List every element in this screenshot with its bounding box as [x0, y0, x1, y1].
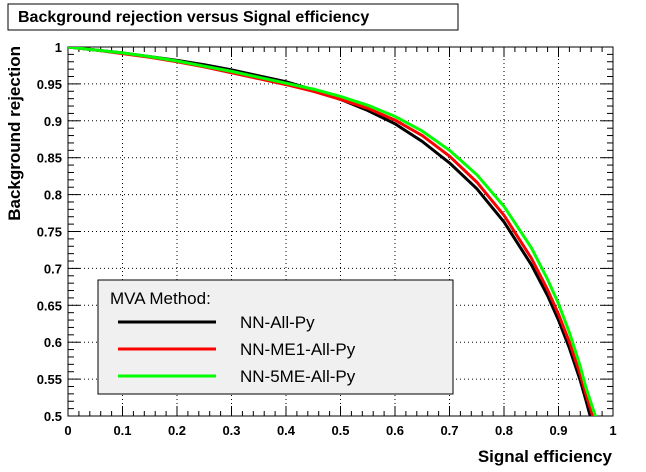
y-tick-label: 0.7 [44, 261, 62, 276]
y-tick-label: 0.75 [37, 225, 62, 240]
y-tick-label: 0.85 [37, 151, 62, 166]
legend-label: NN-5ME-All-Py [240, 367, 356, 386]
y-tick-label: 0.65 [37, 298, 62, 313]
y-axis-title: Background rejection [5, 46, 24, 221]
legend-label: NN-All-Py [240, 313, 315, 332]
y-tick-label: 1 [55, 40, 62, 55]
x-tick-label: 0.1 [113, 423, 131, 438]
x-tick-label: 0.6 [386, 423, 404, 438]
x-tick-label: 0.2 [168, 423, 186, 438]
x-tick-label: 0.9 [549, 423, 567, 438]
y-tick-label: 0.6 [44, 335, 62, 350]
tick-layer [67, 46, 614, 417]
x-tick-label: 0.5 [331, 423, 349, 438]
chart-title-box: Background rejection versus Signal effic… [7, 3, 459, 31]
x-tick-label: 1 [609, 423, 616, 438]
y-tick-label: 0.55 [37, 372, 62, 387]
x-tick-label: 0.8 [495, 423, 513, 438]
x-tick-label: 0 [64, 423, 71, 438]
series-layer [68, 47, 597, 416]
x-tick-label: 0.7 [440, 423, 458, 438]
y-tick-label: 0.5 [44, 409, 62, 424]
y-tick-label: 0.95 [37, 77, 62, 92]
x-tick-label: 0.3 [222, 423, 240, 438]
legend-label: NN-ME1-All-Py [240, 340, 356, 359]
x-tick-label: 0.4 [277, 423, 296, 438]
x-tick-labels: 0 0.1 0.2 0.3 0.4 0.5 0.6 0.7 0.8 0.9 1 [64, 423, 616, 438]
legend-title: MVA Method: [110, 289, 211, 308]
y-tick-label: 0.8 [44, 188, 62, 203]
y-tick-labels: 0.5 0.55 0.6 0.65 0.7 0.75 0.8 0.85 0.9 0.95 1 [37, 40, 62, 424]
x-axis-title: Signal efficiency [478, 447, 613, 466]
chart-title: Background rejection versus Signal effic… [18, 9, 369, 26]
legend: MVA Method: NN-All-Py NN-ME1-All-Py NN-5ME… [97, 279, 454, 395]
series-line-nn-5me-all-py [68, 47, 597, 416]
y-tick-label: 0.9 [44, 114, 62, 129]
legend-entries: NN-All-Py NN-ME1-All-Py NN-5ME-All-Py [118, 313, 356, 386]
